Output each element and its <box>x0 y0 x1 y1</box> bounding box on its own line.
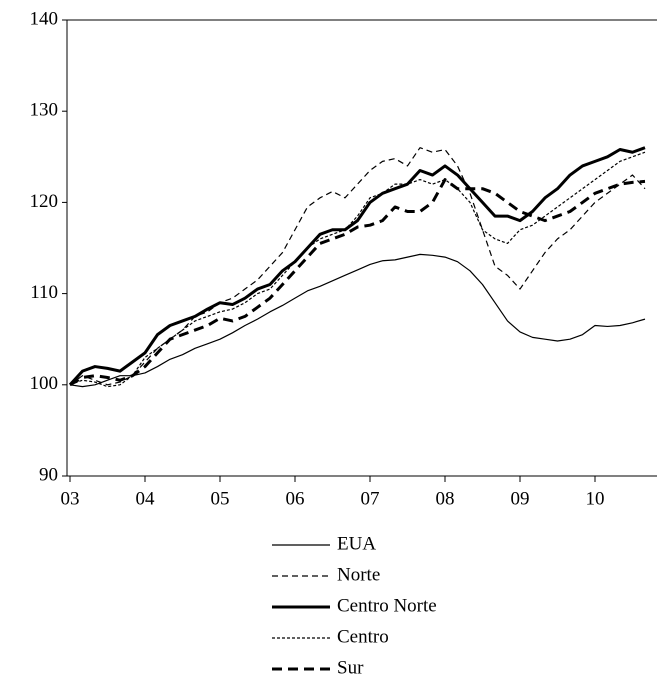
x-tick-label: 03 <box>61 488 80 509</box>
x-tick-label: 10 <box>586 488 605 509</box>
y-tick-label: 110 <box>30 282 58 303</box>
x-tick-label: 05 <box>211 488 230 509</box>
series-line <box>69 147 646 386</box>
y-tick-label: 130 <box>30 100 59 121</box>
x-tick-label: 06 <box>286 488 305 509</box>
y-tick-label: 140 <box>30 8 59 29</box>
legend-label: Norte <box>337 564 380 585</box>
series-line <box>69 253 646 388</box>
legend-label: EUA <box>337 533 376 554</box>
series-line <box>68 146 646 386</box>
x-tick-label: 08 <box>436 488 455 509</box>
x-tick-label: 07 <box>361 488 380 509</box>
legend-label: Centro <box>337 626 389 647</box>
x-tick-label: 04 <box>136 488 156 509</box>
legend-label: Centro Norte <box>337 595 437 616</box>
x-tick-label: 09 <box>511 488 530 509</box>
y-tick-label: 90 <box>39 464 58 485</box>
y-tick-label: 100 <box>30 373 59 394</box>
legend-label: Sur <box>337 657 364 678</box>
y-tick-label: 120 <box>30 191 59 212</box>
series-line <box>69 178 646 387</box>
